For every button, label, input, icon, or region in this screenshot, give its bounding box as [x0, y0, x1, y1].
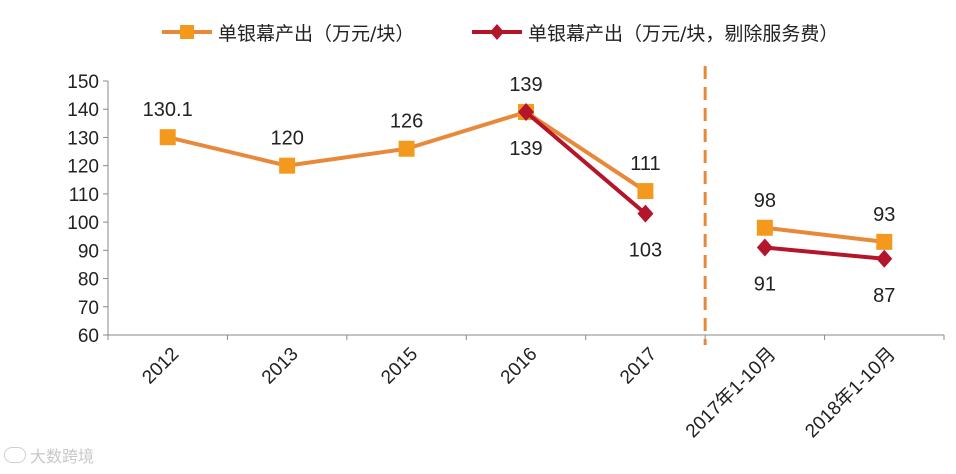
- data-point-square: [398, 140, 415, 157]
- y-tick-label: 110: [69, 185, 99, 206]
- x-tick-label: 2015: [377, 344, 422, 389]
- y-tick-label: 150: [67, 72, 99, 93]
- y-tick-label: 130: [67, 128, 99, 149]
- y-tick-label: 70: [78, 298, 99, 319]
- data-point-diamond: [518, 103, 534, 122]
- legend-swatch-diamond-icon: [472, 24, 522, 40]
- y-tick-label: 140: [67, 100, 99, 121]
- series-group: [159, 103, 893, 268]
- legend-swatch-square-icon: [162, 25, 212, 39]
- data-point-square: [876, 233, 893, 250]
- data-label: 130.1: [143, 99, 193, 121]
- legend-label-series-1: 单银幕产出（万元/块）: [218, 22, 415, 45]
- brand-logo-icon: [4, 447, 26, 463]
- data-label: 139: [509, 74, 542, 96]
- data-label: 93: [873, 204, 895, 226]
- y-tick-label: 90: [78, 241, 99, 262]
- legend-item-series-1: 单银幕产出（万元/块）: [160, 18, 414, 46]
- y-tick-label: 60: [78, 326, 99, 347]
- series-line-2: [764, 245, 885, 261]
- y-tick-label: 120: [67, 157, 99, 178]
- data-label: 111: [630, 153, 660, 175]
- y-tick-label: 80: [78, 270, 99, 291]
- data-labels: 130.1 120 126 139 111 98 93 139 103 91 87: [143, 74, 896, 307]
- series-line-1: [764, 225, 885, 244]
- watermark: 大数跨境: [4, 443, 94, 467]
- x-tick-label: 2017: [616, 344, 661, 389]
- data-point-square: [279, 157, 296, 174]
- data-point-square: [159, 129, 176, 146]
- data-point-diamond: [756, 238, 773, 257]
- x-tick-label: 2016: [497, 344, 542, 389]
- series-line-2: [524, 110, 647, 216]
- data-label: 126: [390, 111, 423, 133]
- data-label: 87: [873, 285, 895, 307]
- x-tick-label: 2018年1-10月: [801, 343, 900, 442]
- data-point-diamond: [876, 249, 893, 268]
- data-label: 98: [754, 190, 776, 212]
- watermark-text: 大数跨境: [30, 447, 95, 466]
- x-tick-label: 2012: [139, 344, 184, 389]
- axes: 60 70 80 90 100 110 120 130 140 150 2012 2013 2015 20…: [67, 72, 945, 442]
- x-tick-label: 2013: [258, 344, 303, 389]
- data-label: 120: [270, 128, 303, 150]
- legend-label-series-2: 单银幕产出（万元/块，剔除服务费）: [528, 22, 839, 45]
- data-label: 139: [509, 138, 542, 160]
- data-point-square: [637, 183, 654, 200]
- data-point-diamond: [637, 204, 654, 223]
- data-label: 91: [754, 274, 776, 296]
- data-point-square: [756, 219, 773, 236]
- data-label: 103: [629, 240, 662, 262]
- x-tick-label: 2017年1-10月: [681, 343, 780, 442]
- y-tick-label: 100: [67, 213, 99, 234]
- legend-item-series-2: 单银幕产出（万元/块，剔除服务费）: [470, 18, 838, 46]
